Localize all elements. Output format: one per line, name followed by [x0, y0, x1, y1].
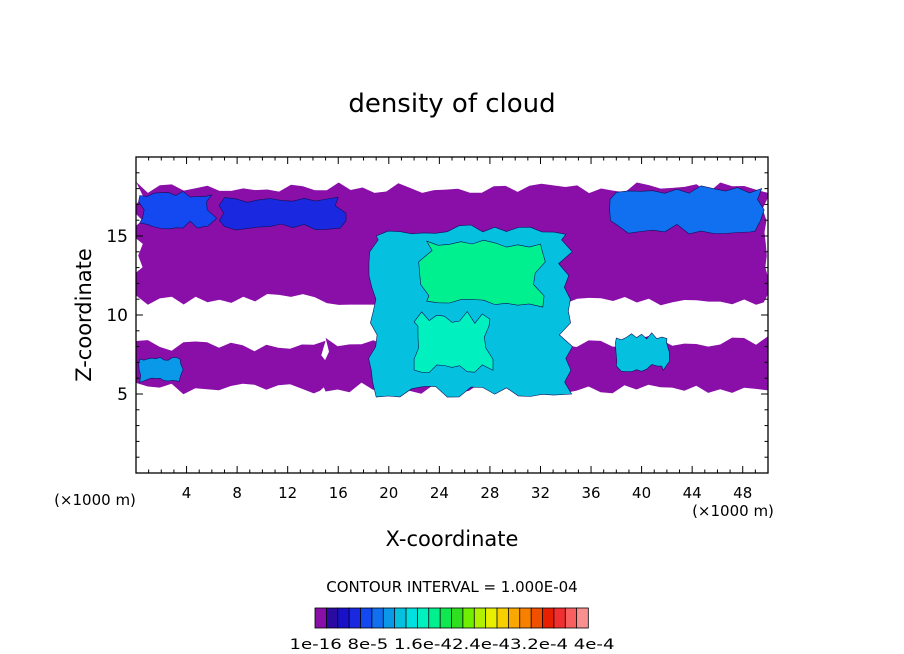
x-tick-label: 36 [581, 484, 600, 502]
colorbar-labels: 1e-16 8e-5 1.6e-42.4e-43.2e-4 4e-4 [290, 637, 615, 653]
y-tick-labels: 5 10 15 [106, 227, 128, 405]
x-unit-label-right: (×1000 m) [692, 502, 774, 520]
colorbar-swatch [496, 607, 510, 629]
colorbar-swatch [485, 607, 498, 629]
density-region-upper-right-band [609, 185, 765, 235]
x-unit-label-left: (×1000 m) [54, 491, 136, 509]
x-tick-label: 8 [232, 484, 242, 502]
colorbar-swatch [337, 607, 350, 629]
colorbar-swatch [360, 607, 373, 629]
y-tick-label: 10 [106, 306, 128, 326]
y-tick-label: 15 [106, 227, 128, 247]
colorbar-swatch [462, 607, 475, 629]
colorbar-swatch [416, 607, 430, 629]
colorbar-swatch [576, 607, 589, 629]
density-region-central-core [418, 239, 546, 308]
contour-interval-label: CONTOUR INTERVAL = 1.000E-04 [326, 578, 577, 596]
x-tick-label: 16 [329, 484, 348, 502]
colorbar-swatch [382, 607, 396, 629]
y-axis-label: Z-coordinate [72, 248, 96, 382]
density-region-lower-layer-left [136, 340, 334, 395]
axis-ticks [136, 157, 768, 473]
x-tick-label: 12 [278, 484, 297, 502]
chart-title: density of cloud [348, 89, 555, 119]
x-tick-label: 28 [480, 484, 499, 502]
colorbar-swatch [564, 607, 578, 629]
x-axis-label: X-coordinate [386, 527, 519, 551]
colorbar-swatch [394, 607, 407, 629]
colorbar-swatch [325, 607, 339, 629]
colorbar-swatch [519, 607, 532, 629]
x-tick-label: 4 [182, 484, 192, 502]
colorbar-swatch [371, 607, 384, 629]
x-tick-label: 48 [733, 484, 752, 502]
colorbar [314, 607, 589, 629]
density-region-upper-left-band [138, 191, 218, 230]
density-region-right-cell [615, 332, 670, 373]
colorbar-swatch [553, 607, 566, 629]
x-tick-labels: 4 8 12 16 20 24 28 32 36 40 44 48 [182, 484, 752, 502]
colorbar-swatch [439, 607, 453, 629]
density-region-lower-core [413, 310, 494, 373]
x-tick-label: 24 [430, 484, 449, 502]
density-region-upper-mid-band [218, 196, 347, 231]
x-tick-label: 32 [531, 484, 550, 502]
x-tick-label: 44 [683, 484, 702, 502]
colorbar-swatch [542, 607, 555, 629]
colorbar-swatch [451, 607, 464, 629]
colorbar-swatch [530, 607, 544, 629]
colorbar-swatch [348, 607, 362, 629]
y-tick-label: 5 [117, 385, 128, 405]
colorbar-swatch [314, 607, 328, 629]
x-tick-label: 40 [632, 484, 651, 502]
x-tick-label: 20 [379, 484, 398, 502]
colorbar-swatch [405, 607, 419, 629]
colorbar-swatch [428, 607, 441, 629]
cloud-density-field [136, 181, 768, 398]
colorbar-swatch [473, 607, 487, 629]
density-region-left-cell [138, 356, 184, 383]
colorbar-swatch [507, 607, 521, 629]
